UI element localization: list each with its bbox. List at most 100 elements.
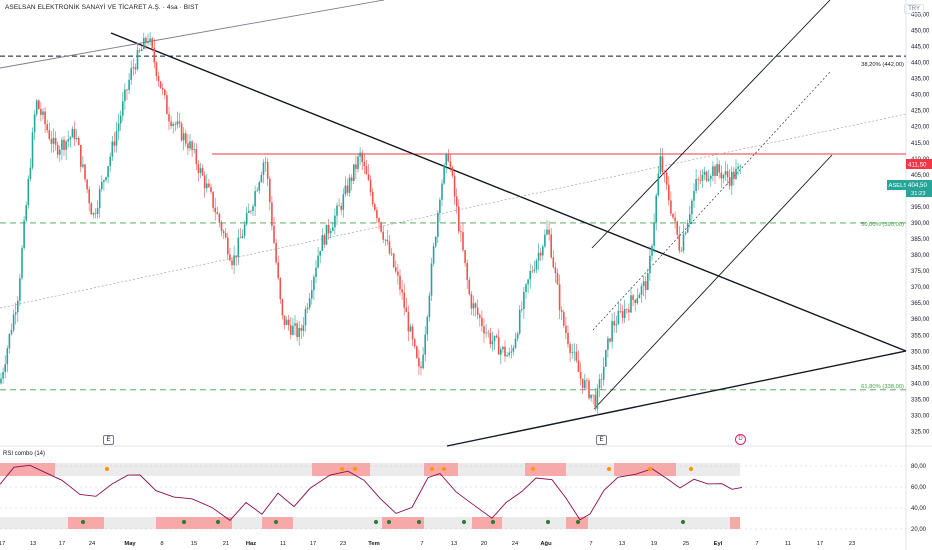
candle-body xyxy=(218,214,221,223)
candle-body xyxy=(52,137,55,144)
candle-body xyxy=(407,312,410,332)
earnings-marker[interactable]: E xyxy=(596,435,607,445)
candle-body xyxy=(82,164,84,167)
candle-body xyxy=(525,284,527,292)
candle-body xyxy=(300,328,303,331)
candle-body xyxy=(245,212,248,225)
candle-body xyxy=(726,171,729,178)
candle-body xyxy=(105,177,107,181)
candle-body xyxy=(321,235,324,251)
candle-body xyxy=(180,123,183,141)
candle-body xyxy=(147,41,149,43)
rsi-oversold-dot xyxy=(273,519,279,525)
candle-body xyxy=(653,222,655,246)
candle-body xyxy=(65,141,67,150)
x-tick-label: 11 xyxy=(785,541,791,547)
candle-body xyxy=(243,224,246,236)
candle-body xyxy=(157,75,160,82)
y-tick-label: 450,00 xyxy=(911,29,930,35)
candle-body xyxy=(229,254,231,261)
rsi-oversold-dot xyxy=(680,519,686,525)
candle-body xyxy=(514,338,517,348)
candle-body xyxy=(283,315,286,325)
candle-body xyxy=(600,379,603,380)
y-tick-label: 395,00 xyxy=(911,205,930,211)
candle-body xyxy=(252,206,254,211)
y-tick-label: 335,00 xyxy=(911,397,930,403)
candle-body xyxy=(241,235,244,239)
candle-body xyxy=(699,179,702,181)
fib-level-label: 50,00% (390,00) xyxy=(861,222,904,228)
candle-body xyxy=(470,294,473,309)
candle-body xyxy=(182,133,185,141)
candle-body xyxy=(695,179,697,192)
candle-body xyxy=(134,67,137,70)
candle-body xyxy=(565,325,567,333)
candle-body xyxy=(227,237,229,255)
y-tick-label: 365,00 xyxy=(911,301,930,307)
candle-body xyxy=(674,217,676,222)
candle-body xyxy=(21,248,23,279)
rsi-oversold-dot xyxy=(545,519,551,525)
candle-body xyxy=(44,111,46,125)
last-price-tag xyxy=(906,180,932,197)
candle-body xyxy=(98,188,101,209)
rsi-indicator-title[interactable]: RSI combo (14) xyxy=(3,451,46,457)
candle-body xyxy=(138,50,141,51)
candle-body xyxy=(0,378,2,384)
x-tick-label: 13 xyxy=(30,541,36,547)
dividend-marker[interactable]: D xyxy=(735,434,746,445)
candle-body xyxy=(149,38,151,42)
candle-body xyxy=(216,212,219,215)
candle-body xyxy=(323,235,326,245)
y-tick-label: 380,00 xyxy=(911,253,930,259)
rsi-line xyxy=(0,464,743,522)
trendline xyxy=(110,32,907,352)
rsi-oversold-dot xyxy=(416,519,422,525)
candle-body xyxy=(413,339,416,347)
y-tick-label: 330,00 xyxy=(911,413,930,419)
candle-body xyxy=(464,250,466,264)
candle-body xyxy=(302,325,305,331)
y-tick-label: 435,00 xyxy=(911,77,930,83)
candle-body xyxy=(151,38,153,48)
candle-body xyxy=(269,178,271,203)
candle-body xyxy=(556,273,559,285)
candle-body xyxy=(460,231,462,233)
candle-body xyxy=(90,203,93,215)
candle-body xyxy=(311,290,313,299)
candle-body xyxy=(416,346,418,358)
candle-body xyxy=(665,172,668,185)
candle-body xyxy=(655,195,657,223)
candle-body xyxy=(508,352,510,356)
candle-body xyxy=(390,253,393,255)
candle-body xyxy=(575,351,578,361)
candle-body xyxy=(124,89,126,102)
candle-body xyxy=(109,156,111,167)
x-tick-label: Tem xyxy=(368,541,380,547)
rsi-overbought-dot xyxy=(606,466,612,472)
candle-body xyxy=(27,179,30,206)
candle-body xyxy=(185,133,187,144)
candle-body xyxy=(535,260,538,270)
candle-body xyxy=(212,191,214,208)
candle-body xyxy=(529,270,531,280)
candle-body xyxy=(369,179,372,192)
candle-body xyxy=(153,47,156,63)
currency-badge[interactable]: TRY xyxy=(904,4,924,14)
earnings-marker[interactable]: E xyxy=(103,435,114,445)
candle-body xyxy=(439,199,441,214)
candle-body xyxy=(437,213,439,237)
candle-body xyxy=(210,187,212,192)
candle-body xyxy=(577,360,580,373)
candle-body xyxy=(103,180,105,182)
candle-body xyxy=(634,299,636,304)
trendline xyxy=(591,0,831,249)
candle-body xyxy=(42,111,44,115)
candle-body xyxy=(733,171,735,179)
candle-body xyxy=(598,379,601,389)
candle-body xyxy=(558,284,561,311)
rsi-tick-label: 60,00 xyxy=(911,485,927,491)
candle-body xyxy=(332,227,334,231)
